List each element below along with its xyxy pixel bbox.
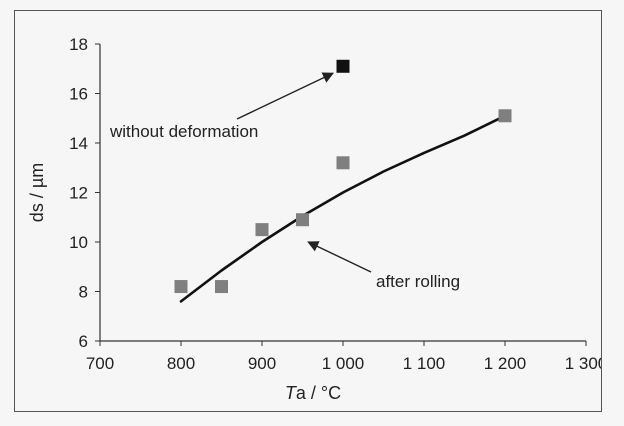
x-tick-label: 900	[248, 354, 276, 373]
y-tick-label: 8	[79, 283, 88, 302]
y-tick-label: 18	[69, 35, 88, 54]
x-tick-label: 1 100	[403, 354, 446, 373]
data-point-after-rolling	[215, 280, 228, 294]
y-tick-label: 14	[69, 134, 88, 153]
x-ticks: 700 800 900 1 000 1 100 1 200 1 300	[86, 341, 601, 373]
annotation-after-rolling: after rolling	[376, 272, 460, 291]
data-point-after-rolling	[255, 223, 269, 237]
y-tick-label: 10	[69, 233, 88, 252]
y-axis-label: ds / µm	[27, 163, 47, 222]
chart: 700 800 900 1 000 1 100 1 200 1 300 6 8 10 12 14 16…	[27, 35, 601, 403]
data-point-after-rolling	[296, 213, 309, 227]
x-tick-label: 800	[167, 354, 195, 373]
data-point-after-rolling	[174, 280, 188, 294]
trendline	[179, 114, 507, 303]
x-axis-label: Ta / °C	[285, 383, 341, 403]
x-axis-label-italic: T	[285, 383, 298, 403]
y-ticks: 6 8 10 12 14 16 18	[69, 35, 100, 351]
x-axis-label-rest: a / °C	[296, 383, 341, 403]
data-point-after-rolling	[336, 156, 350, 170]
chart-frame: 700 800 900 1 000 1 100 1 200 1 300 6 8 10 12 14 16…	[14, 10, 602, 412]
data-point-after-rolling	[498, 109, 512, 123]
x-tick-label: 700	[86, 354, 114, 373]
y-tick-label: 16	[69, 85, 88, 104]
y-tick-label: 12	[69, 184, 88, 203]
y-tick-label: 6	[79, 332, 88, 351]
arrow-after-rolling	[307, 241, 372, 273]
x-tick-label: 1 300	[565, 354, 601, 373]
data-points	[174, 59, 512, 294]
x-tick-label: 1 000	[322, 354, 365, 373]
arrow-without-deformation	[236, 72, 335, 120]
annotation-without-deformation: without deformation	[109, 122, 258, 141]
data-point-without-deformation	[336, 59, 350, 73]
annotations: without deformation after rolling	[109, 72, 460, 291]
x-tick-label: 1 200	[484, 354, 527, 373]
trendline-group	[179, 114, 507, 303]
